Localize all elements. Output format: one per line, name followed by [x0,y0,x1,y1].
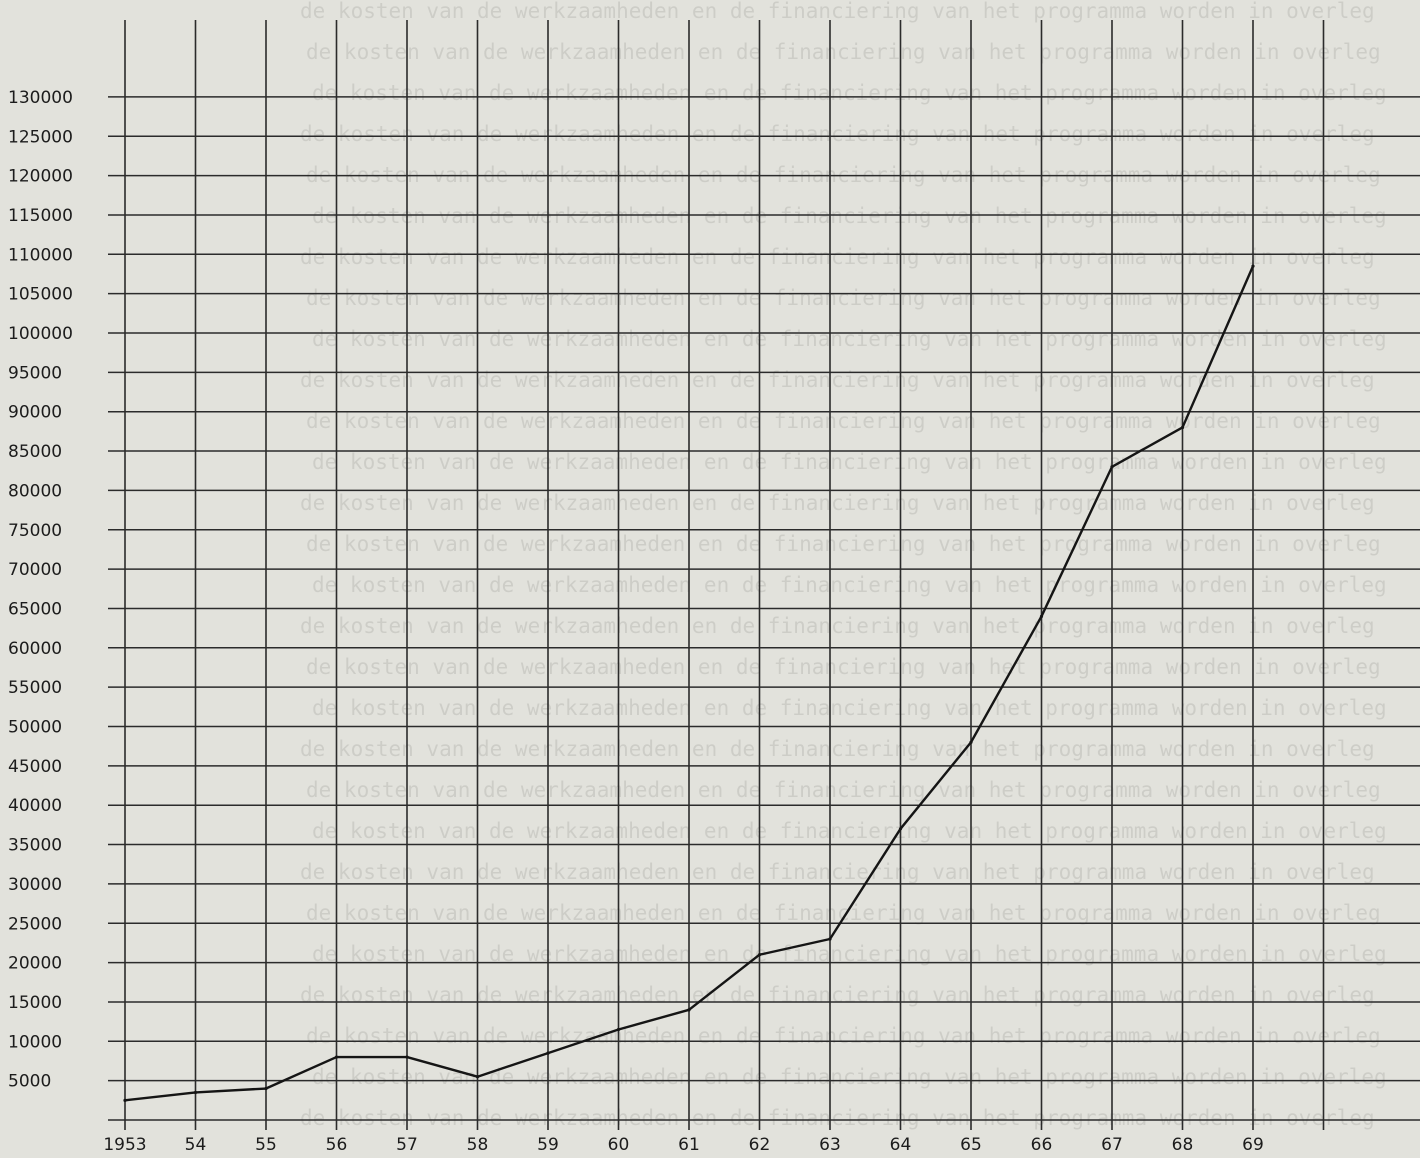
data-point [687,1008,691,1012]
y-tick-label: 20000 [8,954,62,974]
x-tick-label: 57 [396,1135,418,1155]
svg-text:de kosten van de werkzaamheden: de kosten van de werkzaamheden en de fin… [300,860,1375,884]
y-tick-label: 60000 [8,639,62,659]
data-point [475,1075,480,1079]
x-tick-label: 68 [1172,1135,1194,1155]
svg-text:de kosten van de werkzaamheden: de kosten van de werkzaamheden en de fin… [300,0,1375,23]
data-point [264,1086,268,1091]
svg-text:de kosten van de werkzaamheden: de kosten van de werkzaamheden en de fin… [312,81,1387,105]
y-tick-label: 55000 [8,678,62,698]
y-tick-label: 5000 [8,1072,51,1092]
y-tick-label: 65000 [8,599,62,619]
svg-text:de kosten van de werkzaamheden: de kosten van de werkzaamheden en de fin… [306,778,1381,802]
svg-text:de kosten van de werkzaamheden: de kosten van de werkzaamheden en de fin… [306,1024,1381,1048]
svg-text:de kosten van de werkzaamheden: de kosten van de werkzaamheden en de fin… [312,327,1387,351]
data-point [193,1090,198,1095]
x-tick-label: 59 [537,1135,559,1155]
data-point [616,1027,621,1032]
y-tick-label: 120000 [8,167,73,187]
y-tick-label: 90000 [8,403,62,423]
chart-series [123,264,1255,1102]
y-tick-label: 25000 [8,914,62,934]
y-tick-label: 115000 [8,206,73,226]
y-tick-label: 50000 [8,718,62,738]
x-tick-label: 61 [678,1135,700,1155]
svg-text:de kosten van de werkzaamheden: de kosten van de werkzaamheden en de fin… [306,901,1381,925]
y-tick-label: 100000 [8,324,73,344]
svg-text:de kosten van de werkzaamheden: de kosten van de werkzaamheden en de fin… [300,245,1375,269]
svg-text:de kosten van de werkzaamheden: de kosten van de werkzaamheden en de fin… [312,819,1387,843]
x-tick-label: 1953 [103,1135,146,1155]
x-tick-label: 64 [890,1135,912,1155]
svg-text:de kosten van de werkzaamheden: de kosten van de werkzaamheden en de fin… [300,737,1375,761]
x-tick-label: 69 [1242,1135,1264,1155]
svg-text:de kosten van de werkzaamheden: de kosten van de werkzaamheden en de fin… [312,573,1387,597]
svg-text:de kosten van de werkzaamheden: de kosten van de werkzaamheden en de fin… [300,491,1375,515]
svg-text:de kosten van de werkzaamheden: de kosten van de werkzaamheden en de fin… [306,532,1381,556]
svg-text:de kosten van de werkzaamheden: de kosten van de werkzaamheden en de fin… [300,1106,1375,1130]
data-point [334,1055,339,1059]
background-typewriter-text: de kosten van de werkzaamheden en de fin… [300,0,1387,1130]
y-axis-ticks: 5000 10000 15000 20000 25000 30000 35000 40000 4… [8,88,73,1092]
y-tick-label: 85000 [8,442,62,462]
y-tick-label: 95000 [8,363,62,383]
svg-text:de kosten van de werkzaamheden: de kosten van de werkzaamheden en de fin… [312,1065,1387,1089]
data-point [828,937,832,941]
data-point [123,1098,127,1102]
x-tick-label: 55 [255,1135,277,1155]
svg-text:de kosten van de werkzaamheden: de kosten van de werkzaamheden en de fin… [306,655,1381,679]
data-point [898,827,903,831]
y-tick-label: 130000 [8,88,73,108]
x-tick-label: 60 [608,1135,630,1155]
y-tick-label: 70000 [8,560,62,580]
svg-text:de kosten van de werkzaamheden: de kosten van de werkzaamheden en de fin… [312,450,1387,474]
x-tick-label: 66 [1031,1135,1053,1155]
data-point [1110,465,1114,469]
y-tick-label: 15000 [8,993,62,1013]
svg-text:de kosten van de werkzaamheden: de kosten van de werkzaamheden en de fin… [300,983,1375,1007]
y-tick-label: 125000 [8,127,73,147]
x-tick-label: 62 [749,1135,771,1155]
data-point [405,1055,409,1059]
data-point [546,1051,550,1055]
y-tick-label: 30000 [8,875,62,895]
y-tick-label: 45000 [8,757,62,777]
data-point [1039,614,1044,618]
x-axis-ticks: 1953 54 55 56 57 58 59 60 61 62 63 64 65 66 67 68 69 [103,1135,1263,1155]
data-point [757,953,762,957]
svg-text:de kosten van de werkzaamheden: de kosten van de werkzaamheden en de fin… [300,614,1375,638]
x-tick-label: 65 [960,1135,982,1155]
data-point [1180,425,1185,430]
data-point [1251,264,1255,268]
x-tick-label: 54 [185,1135,207,1155]
y-tick-label: 75000 [8,521,62,541]
svg-text:de kosten van de werkzaamheden: de kosten van de werkzaamheden en de fin… [306,286,1381,310]
x-tick-label: 56 [326,1135,348,1155]
chart-grid [108,20,1420,1130]
x-tick-label: 58 [467,1135,489,1155]
svg-text:de kosten van de werkzaamheden: de kosten van de werkzaamheden en de fin… [300,122,1375,146]
svg-text:de kosten van de werkzaamheden: de kosten van de werkzaamheden en de fin… [312,204,1387,228]
svg-text:de kosten van de werkzaamheden: de kosten van de werkzaamheden en de fin… [312,696,1387,720]
svg-text:de kosten van de werkzaamheden: de kosten van de werkzaamheden en de fin… [306,40,1381,64]
y-tick-label: 110000 [8,245,73,265]
svg-text:de kosten van de werkzaamheden: de kosten van de werkzaamheden en de fin… [306,409,1381,433]
x-tick-label: 63 [819,1135,841,1155]
y-tick-label: 80000 [8,481,62,501]
y-tick-label: 105000 [8,285,73,305]
y-tick-label: 40000 [8,796,62,816]
x-tick-label: 67 [1101,1135,1123,1155]
data-point [969,740,973,744]
y-tick-label: 35000 [8,836,62,856]
y-tick-label: 10000 [8,1032,62,1052]
